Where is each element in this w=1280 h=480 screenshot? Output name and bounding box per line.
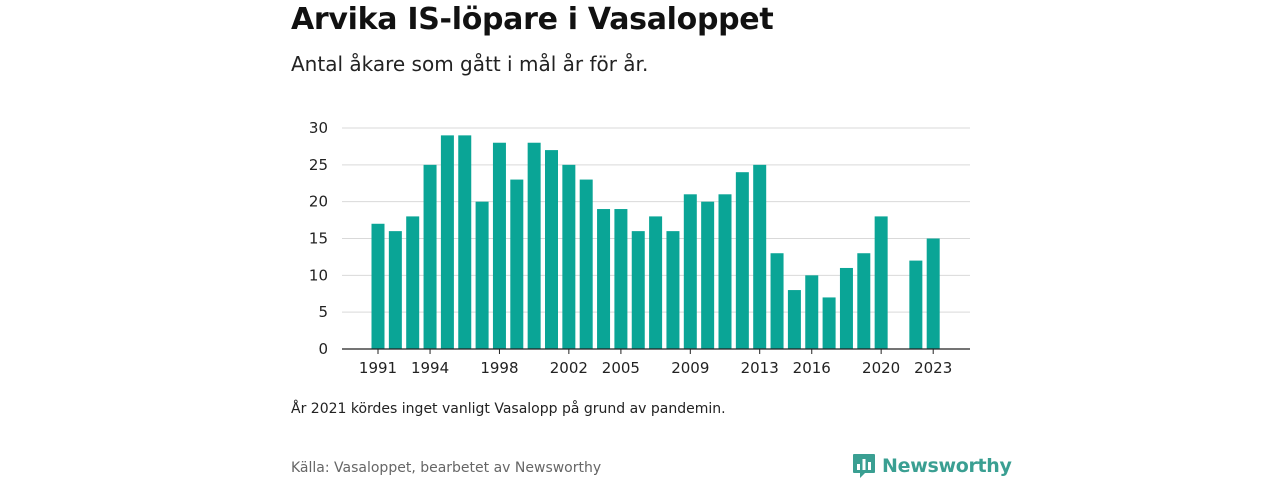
- bar: [683, 194, 697, 349]
- bar-chart: 0 5 10 15 20 25 30 1991 1994 1998 2002 2005 2009 2013…: [309, 119, 970, 377]
- x-tick-label: 2005: [602, 359, 640, 377]
- bar: [510, 179, 524, 349]
- bar: [631, 231, 645, 349]
- brand-logo: Newsworthy: [852, 452, 1012, 480]
- chart-subtitle: Antal åkare som gått i mål år för år.: [291, 52, 649, 76]
- y-tick-label: 30: [309, 119, 328, 137]
- bar: [423, 164, 437, 349]
- brand-name: Newsworthy: [882, 455, 1012, 477]
- bar: [545, 150, 558, 349]
- y-tick-label: 15: [309, 230, 328, 248]
- source-text: Källa: Vasaloppet, bearbetet av Newswort…: [291, 460, 602, 476]
- bar: [562, 164, 576, 349]
- y-tick-label: 0: [318, 340, 328, 358]
- bar: [770, 253, 784, 349]
- bar: [388, 231, 402, 349]
- bar: [735, 172, 749, 349]
- bar: [874, 216, 888, 349]
- bar: [440, 135, 454, 349]
- x-tick-label: 2023: [914, 359, 952, 377]
- bar: [822, 297, 836, 349]
- chart-note: År 2021 kördes inget vanligt Vasalopp på…: [291, 401, 726, 417]
- y-tick-label: 25: [309, 156, 328, 174]
- bar: [787, 290, 801, 349]
- bar: [371, 223, 385, 349]
- bar: [597, 209, 611, 349]
- bar: [649, 216, 663, 349]
- x-tick-label: 2013: [741, 359, 779, 377]
- bar: [579, 179, 593, 349]
- bar: [909, 260, 923, 349]
- bar: [753, 164, 767, 349]
- bar: [475, 201, 489, 349]
- bar: [458, 135, 472, 349]
- y-tick-label: 20: [309, 193, 328, 211]
- bar-chart-speech-bubble-icon: [853, 454, 875, 478]
- bar: [926, 238, 940, 349]
- x-tick-label: 2002: [550, 359, 588, 377]
- x-tick-label: 1991: [359, 359, 397, 377]
- bar: [701, 201, 715, 349]
- bar: [406, 216, 420, 349]
- bar: [857, 253, 871, 349]
- x-tick-label: 2016: [793, 359, 831, 377]
- x-tick-label: 2020: [862, 359, 900, 377]
- bar: [666, 231, 680, 349]
- y-tick-label: 5: [318, 303, 328, 321]
- x-tick-label: 2009: [671, 359, 709, 377]
- bar: [805, 275, 819, 349]
- bar: [527, 142, 541, 349]
- bar: [718, 194, 732, 349]
- bar: [839, 267, 853, 349]
- chart-title: Arvika IS-löpare i Vasaloppet: [291, 2, 774, 37]
- bar: [614, 209, 628, 349]
- x-tick-label: 1994: [411, 359, 449, 377]
- bar: [492, 142, 506, 349]
- x-tick-label: 1998: [480, 359, 518, 377]
- y-tick-label: 10: [309, 266, 328, 284]
